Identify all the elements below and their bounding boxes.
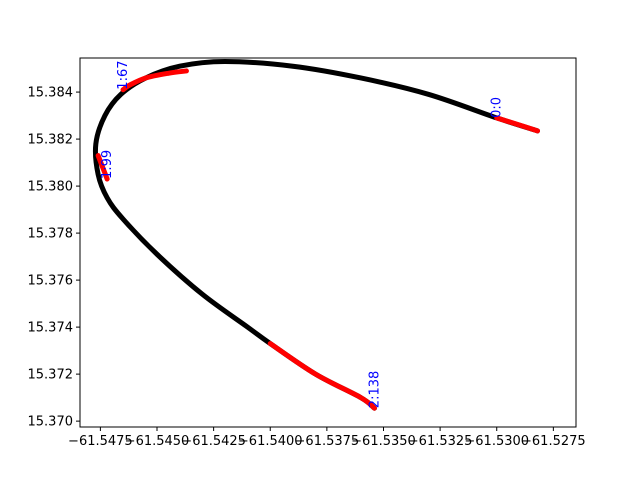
y-tick-label: 15.382 <box>28 133 74 148</box>
highlight-segment-1 <box>120 68 189 93</box>
x-tick-label: −61.5475 <box>68 434 133 449</box>
annotation-label: 2:138 <box>367 371 382 408</box>
y-tick-label: 15.370 <box>28 415 74 430</box>
x-axis: −61.5475−61.5450−61.5425−61.5400−61.5375… <box>68 427 586 449</box>
x-tick-label: −61.5375 <box>295 434 360 449</box>
x-tick-label: −61.5275 <box>521 434 586 449</box>
y-tick-label: 15.372 <box>28 368 74 383</box>
annotation-label: 1:67 <box>116 60 131 89</box>
x-tick-label: −61.5350 <box>351 434 416 449</box>
highlight-segment-3 <box>267 341 377 411</box>
y-tick-label: 15.378 <box>28 227 74 242</box>
y-tick-label: 15.380 <box>28 180 74 195</box>
annotation-label: 0:0 <box>490 97 505 118</box>
axes-frame <box>79 57 577 428</box>
x-tick-label: −61.5325 <box>408 434 473 449</box>
x-tick-label: −61.5425 <box>181 434 246 449</box>
y-tick-label: 15.376 <box>28 274 74 289</box>
y-tick-label: 15.384 <box>28 86 74 101</box>
highlight-segment-0 <box>494 115 540 134</box>
x-tick-label: −61.5450 <box>125 434 190 449</box>
y-axis: 15.370 15.372 15.374 15.376 15.378 15.380 15.3… <box>28 86 80 430</box>
track-line <box>92 59 540 411</box>
annotation-label: 1:99 <box>100 150 115 179</box>
highlight-segment-2 <box>95 153 110 182</box>
y-tick-label: 15.374 <box>28 321 74 336</box>
annotations: 0:0 1:67 1:99 2:138 <box>100 60 505 408</box>
x-tick-label: −61.5400 <box>238 434 303 449</box>
x-tick-label: −61.5300 <box>464 434 529 449</box>
plot-area <box>92 59 540 411</box>
